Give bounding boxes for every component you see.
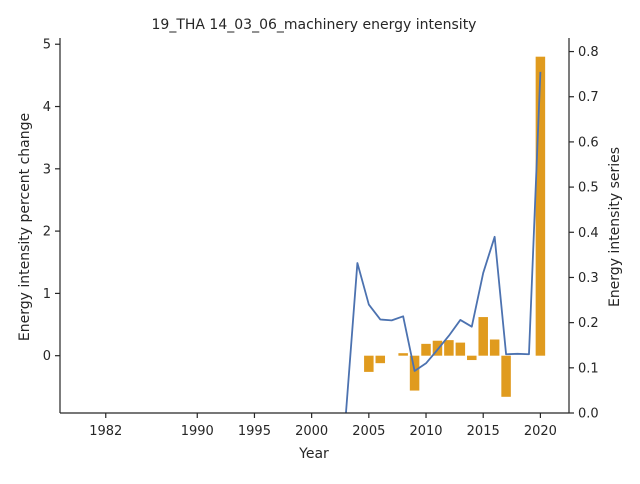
right-y-tick-label-0.6: 0.6 <box>578 135 599 150</box>
x-tick-label-1995: 1995 <box>238 424 271 439</box>
line-layer <box>345 71 542 413</box>
left-y-tick-label-4: 4 <box>43 100 51 115</box>
right-y-tick-label-0.2: 0.2 <box>578 316 599 331</box>
right-y-tick-label-0.8: 0.8 <box>578 45 599 60</box>
series-line <box>345 71 542 413</box>
x-tick-label-1990: 1990 <box>181 424 214 439</box>
chart-title: 19_THA 14_03_06_machinery energy intensi… <box>152 17 477 33</box>
axes-layer: 1982 1990 1995 2000 2005 2010 2015 2020 0 1 2 3 4 5 0.… <box>43 38 599 439</box>
bar-2017 <box>501 355 511 397</box>
left-y-tick-label-3: 3 <box>43 162 51 177</box>
bar-2005 <box>364 355 374 372</box>
left-y-axis-label: Energy intensity percent change <box>17 113 33 341</box>
right-y-tick-label-0.1: 0.1 <box>578 361 599 376</box>
right-y-tick-label-0.0: 0.0 <box>578 407 599 422</box>
right-y-tick-label-0.3: 0.3 <box>578 271 599 286</box>
left-y-tick-label-0: 0 <box>43 349 51 364</box>
x-tick-label-2015: 2015 <box>467 424 500 439</box>
bars-layer <box>364 56 546 397</box>
bar-2008 <box>398 353 408 356</box>
left-y-tick-label-1: 1 <box>43 287 51 302</box>
left-y-tick-label-2: 2 <box>43 225 51 240</box>
x-tick-label-2005: 2005 <box>352 424 385 439</box>
bar-2014 <box>467 355 477 361</box>
right-y-tick-label-0.7: 0.7 <box>578 90 599 105</box>
bar-2009 <box>409 355 420 391</box>
x-tick-label-2000: 2000 <box>295 424 328 439</box>
x-tick-label-2020: 2020 <box>524 424 557 439</box>
bar-2006 <box>375 355 386 364</box>
right-y-axis-label: Energy intensity series <box>607 147 623 307</box>
bar-2011 <box>432 340 443 356</box>
bar-2013 <box>455 342 466 356</box>
right-y-tick-label-0.5: 0.5 <box>578 181 599 196</box>
bar-2016 <box>489 339 500 356</box>
bar-2010 <box>421 343 431 356</box>
bar-2020 <box>535 56 546 356</box>
bar-2015 <box>478 317 488 356</box>
bar-2012 <box>444 340 454 356</box>
x-axis-label: Year <box>298 446 329 462</box>
x-tick-label-1982: 1982 <box>89 424 122 439</box>
x-tick-label-2010: 2010 <box>409 424 442 439</box>
left-y-tick-label-5: 5 <box>43 38 51 53</box>
right-y-tick-label-0.4: 0.4 <box>578 226 599 241</box>
